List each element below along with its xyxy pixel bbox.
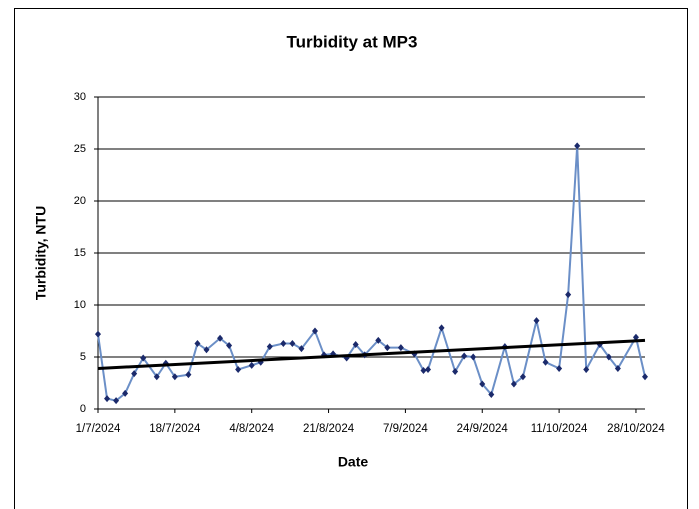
data-point — [556, 364, 563, 372]
data-point — [95, 330, 101, 338]
data-point — [488, 390, 495, 398]
y-axis-title: Turbidity, NTU — [33, 206, 49, 300]
data-point — [461, 352, 468, 360]
trend-line — [97, 338, 646, 370]
y-tick-label: 10 — [74, 299, 86, 311]
y-tick-label: 20 — [74, 195, 86, 207]
data-point — [352, 341, 359, 349]
data-point — [565, 291, 572, 299]
data-point — [583, 365, 590, 373]
y-tick-label: 30 — [74, 91, 86, 103]
data-point — [104, 395, 111, 403]
data-point — [642, 373, 648, 381]
data-point — [574, 142, 581, 150]
data-point — [470, 353, 477, 361]
y-tick-label: 15 — [74, 247, 86, 259]
x-tick-label: 18/7/2024 — [149, 423, 201, 435]
x-tick-label: 24/9/2024 — [457, 423, 509, 435]
x-tick-label: 1/7/2024 — [76, 423, 121, 435]
data-point — [113, 397, 120, 405]
data-point — [217, 334, 224, 342]
x-axis-title: Date — [338, 454, 369, 470]
chart-frame — [14, 8, 688, 509]
data-point — [438, 324, 445, 332]
data-point — [533, 317, 540, 325]
x-tick-label: 4/8/2024 — [229, 423, 274, 435]
data-point — [248, 361, 255, 369]
data-point — [542, 358, 549, 366]
data-point — [632, 333, 639, 341]
data-point — [235, 365, 242, 373]
data-point — [298, 345, 305, 353]
y-tick-label: 25 — [74, 143, 86, 155]
x-tick-label: 7/9/2024 — [383, 423, 428, 435]
data-point — [122, 389, 129, 397]
data-point — [280, 339, 287, 347]
x-tick-label: 11/10/2024 — [531, 423, 588, 435]
chart-title: Turbidity at MP3 — [287, 32, 418, 51]
data-point — [425, 365, 432, 373]
x-tick-label: 28/10/2024 — [607, 423, 665, 435]
data-point — [153, 373, 160, 381]
data-point — [140, 354, 147, 362]
data-point — [452, 368, 459, 376]
data-point — [397, 344, 404, 352]
data-point — [519, 373, 526, 381]
y-tick-label: 0 — [80, 403, 86, 415]
x-tick-label: 21/8/2024 — [303, 423, 355, 435]
data-point — [226, 342, 233, 350]
data-point — [171, 373, 178, 381]
data-point — [614, 364, 621, 372]
data-point — [131, 370, 138, 378]
data-point — [185, 371, 192, 379]
data-point — [420, 367, 427, 375]
data-point — [510, 380, 517, 388]
data-point — [266, 343, 273, 351]
y-tick-label: 5 — [80, 351, 86, 363]
data-point — [384, 344, 391, 352]
data-point — [203, 346, 210, 354]
data-point — [605, 353, 612, 361]
data-point — [479, 380, 486, 388]
data-point — [289, 339, 296, 347]
data-point — [311, 327, 318, 335]
data-point — [375, 336, 382, 344]
data-point — [194, 339, 201, 347]
